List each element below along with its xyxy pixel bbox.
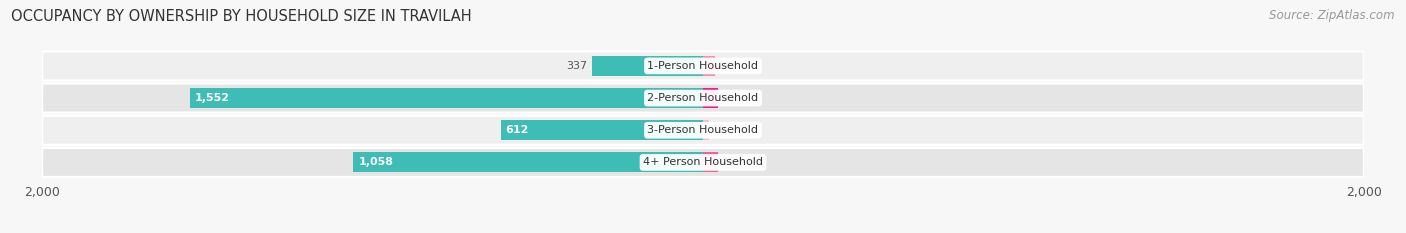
Text: Source: ZipAtlas.com: Source: ZipAtlas.com: [1270, 9, 1395, 22]
Text: 19: 19: [713, 125, 727, 135]
FancyBboxPatch shape: [42, 51, 1364, 80]
Text: 612: 612: [506, 125, 529, 135]
Bar: [703, 152, 718, 172]
Bar: [353, 152, 703, 172]
Bar: [190, 88, 703, 108]
Text: 2-Person Household: 2-Person Household: [647, 93, 759, 103]
Legend: Owner-occupied, Renter-occupied: Owner-occupied, Renter-occupied: [583, 231, 823, 233]
Text: 44: 44: [721, 93, 735, 103]
Text: 36: 36: [718, 61, 733, 71]
FancyBboxPatch shape: [42, 148, 1364, 177]
FancyBboxPatch shape: [42, 84, 1364, 113]
Bar: [592, 56, 703, 76]
Text: 45: 45: [721, 158, 735, 168]
Text: 1,552: 1,552: [195, 93, 231, 103]
Text: 1,058: 1,058: [359, 158, 394, 168]
Bar: [501, 120, 703, 140]
Text: 3-Person Household: 3-Person Household: [648, 125, 758, 135]
Text: 1-Person Household: 1-Person Household: [648, 61, 758, 71]
Bar: [703, 88, 717, 108]
Text: OCCUPANCY BY OWNERSHIP BY HOUSEHOLD SIZE IN TRAVILAH: OCCUPANCY BY OWNERSHIP BY HOUSEHOLD SIZE…: [11, 9, 472, 24]
Text: 337: 337: [567, 61, 588, 71]
Bar: [703, 120, 709, 140]
Bar: [703, 56, 714, 76]
FancyBboxPatch shape: [42, 116, 1364, 145]
Text: 4+ Person Household: 4+ Person Household: [643, 158, 763, 168]
